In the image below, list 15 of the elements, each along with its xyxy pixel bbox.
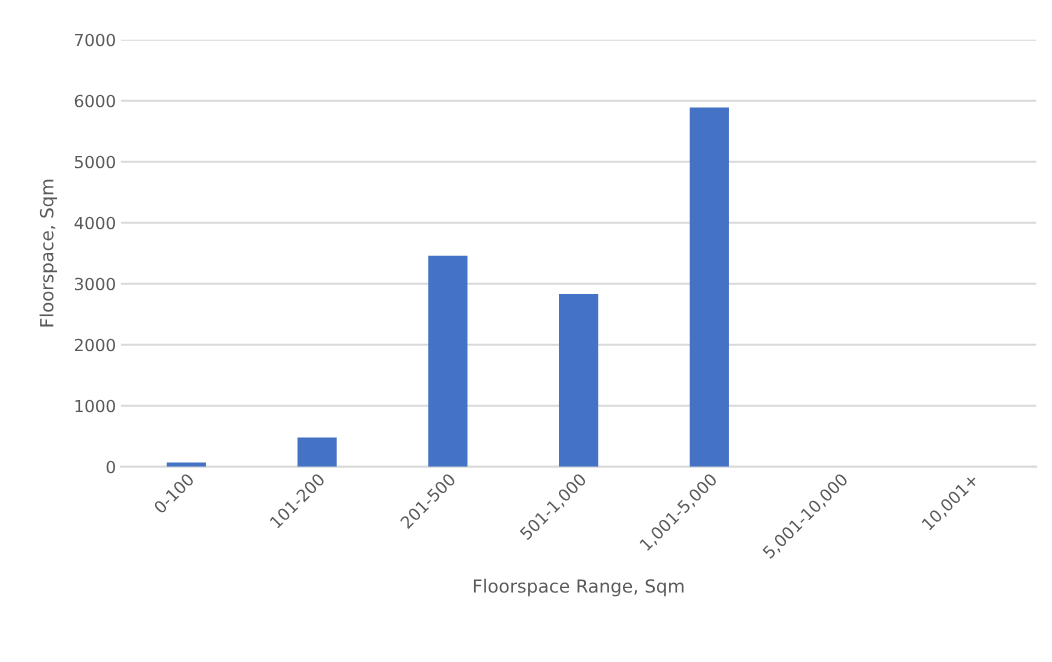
- y-tick-label: 3000: [74, 277, 116, 291]
- y-tick-label: 0: [106, 460, 116, 474]
- x-axis-title: Floorspace Range, Sqm: [473, 578, 684, 597]
- y-tick-label: 5000: [74, 155, 116, 169]
- y-tick-label: 7000: [75, 33, 116, 47]
- bar: [428, 255, 468, 467]
- bar: [558, 294, 599, 467]
- bar: [689, 107, 729, 467]
- y-tick-label: 2000: [74, 338, 116, 352]
- y-tick-label: 4000: [74, 216, 116, 230]
- y-axis-title: Floorspace, Sqm: [39, 179, 58, 327]
- bar: [166, 462, 206, 467]
- bar: [297, 437, 337, 467]
- y-tick-label: 1000: [75, 399, 116, 413]
- y-tick-label: 6000: [74, 94, 116, 108]
